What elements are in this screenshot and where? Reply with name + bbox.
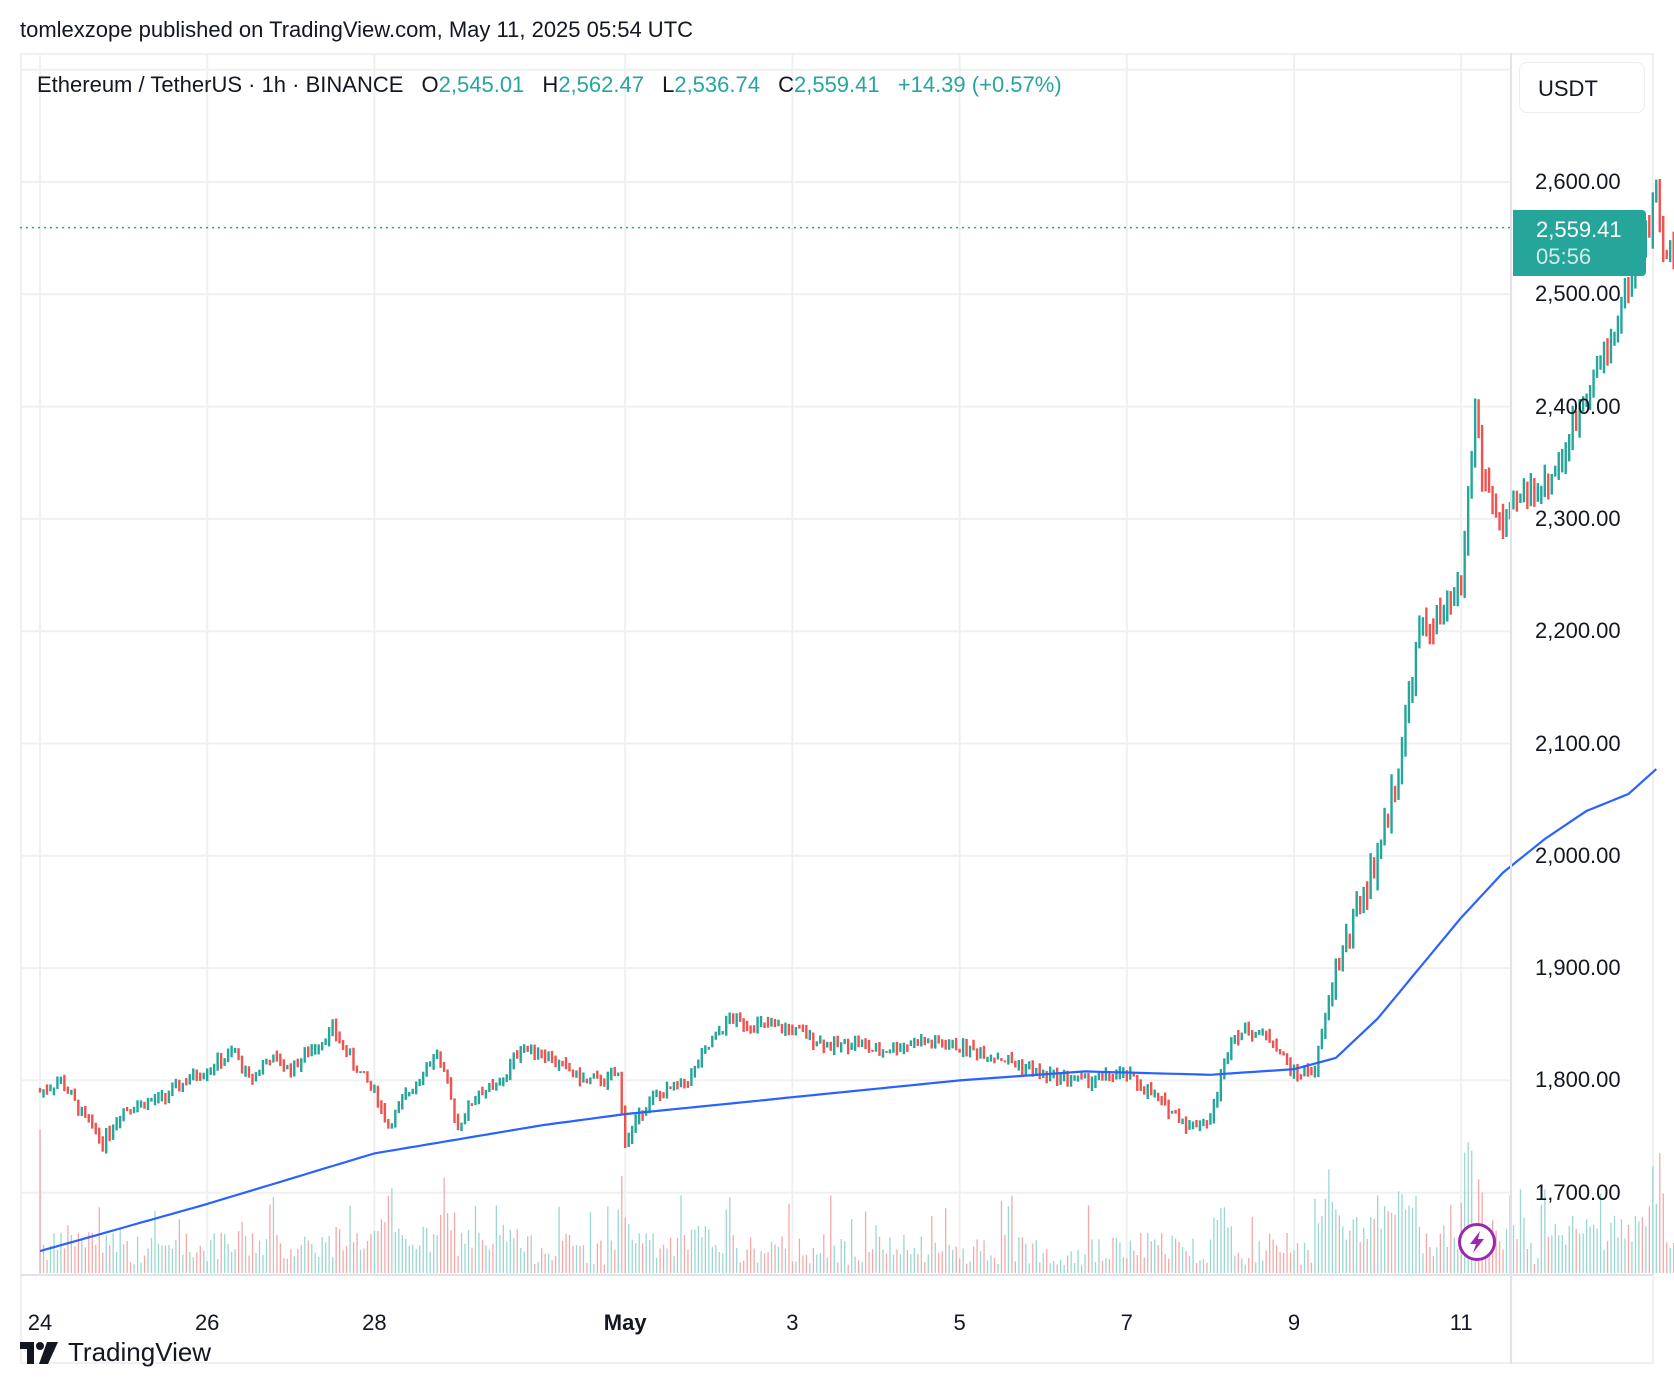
price-tick-label: 2,400.00	[1535, 393, 1621, 419]
last-price-badge: 2,559.41 05:56	[1513, 210, 1646, 276]
time-tick-label: 7	[1120, 1310, 1133, 1335]
time-tick-label: 3	[786, 1310, 799, 1335]
moving-average-line	[39, 768, 1658, 1253]
tradingview-logo[interactable]: TradingView	[20, 1337, 211, 1368]
chart-frame	[20, 53, 1654, 1364]
price-tick-label: 2,600.00	[1535, 169, 1621, 194]
open-value: 2,545.01	[438, 72, 525, 97]
candlesticks	[38, 179, 1674, 1154]
lightning-icon[interactable]	[1457, 1222, 1497, 1262]
time-tick-label: 26	[194, 1310, 220, 1335]
price-tick-label: 2,000.00	[1535, 842, 1621, 868]
price-tick-label: 1,700.00	[1535, 1179, 1621, 1205]
volume-bars	[39, 1129, 1674, 1273]
close-label: C	[778, 72, 794, 97]
low-value: 2,536.74	[674, 72, 760, 97]
time-tick-label: May	[603, 1310, 647, 1335]
time-tick-label: 5	[953, 1310, 966, 1335]
symbol-legend[interactable]: Ethereum / TetherUS · 1h · BINANCE O2,54…	[37, 72, 1062, 98]
close-value: 2,559.41	[793, 72, 880, 97]
grid-lines	[20, 55, 1511, 1275]
tradingview-brand: TradingView	[68, 1337, 212, 1367]
price-tick-label: 2,500.00	[1535, 281, 1621, 307]
time-tick-label: 24	[27, 1310, 53, 1335]
high-label: H	[542, 72, 559, 97]
currency-button[interactable]: USDT	[1519, 62, 1645, 113]
time-tick-label: 11	[1449, 1310, 1473, 1335]
open-label: O	[421, 72, 439, 97]
last-price-value: 2,559.41	[1536, 217, 1622, 242]
tradingview-logo-icon	[20, 1341, 58, 1364]
price-tick-label: 1,800.00	[1535, 1067, 1621, 1093]
bar-countdown: 05:56	[1536, 244, 1592, 269]
price-tick-label: 2,300.00	[1535, 505, 1621, 531]
time-tick-label: 9	[1287, 1310, 1301, 1335]
time-tick-label: 28	[362, 1310, 387, 1335]
price-tick-label: 2,200.00	[1535, 618, 1621, 644]
price-tick-label: 1,900.00	[1535, 955, 1621, 981]
symbol-title: Ethereum / TetherUS · 1h · BINANCE	[37, 72, 404, 97]
high-value: 2,562.47	[558, 72, 644, 97]
low-label: L	[662, 72, 675, 97]
change-value: +14.39 (+0.57%)	[897, 72, 1062, 97]
publisher-caption: tomlexzope published on TradingView.com,…	[20, 17, 694, 42]
price-tick-label: 2,100.00	[1535, 730, 1621, 756]
